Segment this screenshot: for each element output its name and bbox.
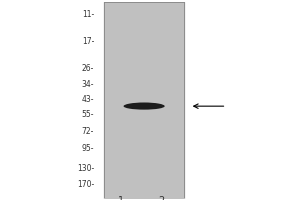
- Text: 2: 2: [159, 196, 165, 200]
- Ellipse shape: [124, 102, 165, 110]
- Text: 1: 1: [118, 196, 124, 200]
- Text: 72-: 72-: [82, 127, 94, 136]
- Text: 11-: 11-: [82, 10, 94, 19]
- Text: 17-: 17-: [82, 37, 94, 46]
- Text: 26-: 26-: [82, 64, 94, 73]
- Text: 95-: 95-: [82, 144, 94, 153]
- Text: 34-: 34-: [82, 80, 94, 89]
- Text: 170-: 170-: [77, 180, 94, 189]
- Text: 43-: 43-: [82, 95, 94, 104]
- Text: 55-: 55-: [82, 110, 94, 119]
- Text: kDa: kDa: [57, 0, 75, 2]
- Text: 130-: 130-: [77, 164, 94, 173]
